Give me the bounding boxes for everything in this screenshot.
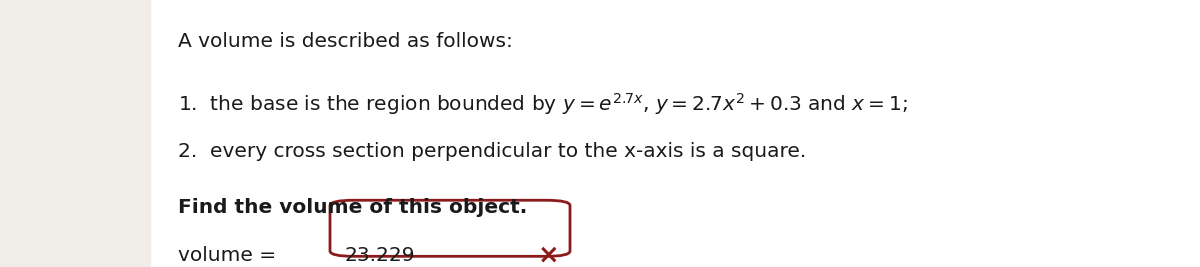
Text: A volume is described as follows:: A volume is described as follows: — [178, 32, 512, 51]
Text: volume =: volume = — [178, 246, 282, 265]
Text: 1.  the base is the region bounded by $y = e^{2.7x}$, $y = 2.7x^2 + 0.3$ and $x : 1. the base is the region bounded by $y … — [178, 91, 907, 117]
Text: 23.229: 23.229 — [344, 246, 415, 265]
Text: ×: × — [538, 243, 559, 267]
Text: 2.  every cross section perpendicular to the x-axis is a square.: 2. every cross section perpendicular to … — [178, 142, 806, 160]
Text: Find the volume of this object.: Find the volume of this object. — [178, 198, 527, 217]
